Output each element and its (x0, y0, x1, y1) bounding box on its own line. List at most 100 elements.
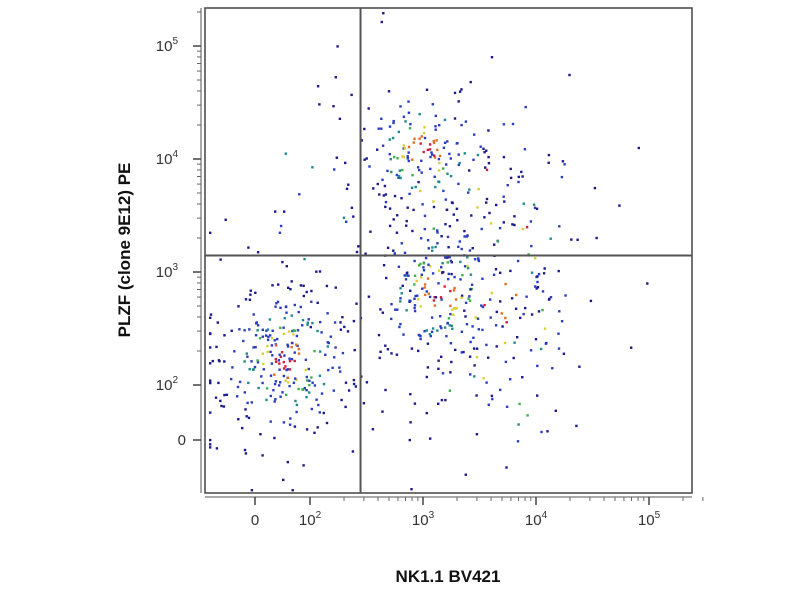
event-point (516, 259, 520, 263)
event-point (440, 355, 443, 358)
event-point (351, 450, 355, 453)
event-point (453, 307, 456, 310)
event-point (468, 169, 471, 172)
event-point (484, 166, 487, 169)
event-point (485, 201, 488, 204)
event-point (589, 299, 593, 303)
event-point (398, 325, 401, 329)
event-point (274, 398, 277, 401)
event-point (558, 310, 561, 313)
event-point (270, 336, 274, 340)
event-point (364, 252, 367, 255)
event-point (463, 235, 466, 238)
x-axis-label: NK1.1 BV421 (396, 567, 501, 586)
event-point (233, 350, 236, 353)
event-point (279, 355, 283, 358)
event-point (247, 381, 250, 385)
event-point (388, 125, 392, 128)
event-point (407, 145, 411, 149)
event-point (464, 301, 468, 304)
event-point (336, 45, 339, 48)
event-point (278, 362, 281, 365)
event-point (268, 318, 272, 321)
event-point (446, 140, 449, 143)
event-point (408, 438, 411, 442)
event-point (449, 289, 452, 293)
event-point (428, 295, 432, 299)
event-point (428, 333, 432, 336)
event-point (570, 238, 573, 241)
event-point (274, 357, 277, 361)
event-point (282, 421, 286, 424)
event-point (360, 139, 363, 142)
event-point (252, 313, 255, 316)
event-point (432, 227, 435, 230)
event-point (418, 168, 421, 172)
event-point (421, 203, 424, 206)
event-point (305, 375, 308, 379)
event-point (447, 272, 450, 276)
event-point (266, 338, 270, 342)
event-point (469, 273, 473, 276)
event-point (458, 240, 461, 243)
event-point (257, 386, 260, 390)
event-point (265, 398, 268, 402)
event-point (384, 200, 388, 204)
event-point (443, 141, 447, 144)
event-point (400, 242, 403, 245)
event-point (244, 452, 248, 455)
event-point (537, 310, 541, 313)
event-point (326, 345, 329, 348)
event-point (448, 225, 452, 228)
event-point (251, 368, 255, 371)
event-point (426, 277, 430, 280)
event-point (313, 384, 317, 387)
event-point (209, 316, 212, 319)
event-point (521, 227, 525, 231)
event-point (413, 306, 416, 310)
event-point (406, 206, 409, 209)
event-point (442, 189, 445, 193)
event-point (453, 91, 457, 95)
event-point (339, 370, 342, 373)
event-point (381, 178, 384, 181)
event-point (245, 352, 248, 355)
event-point (266, 328, 270, 331)
event-point (540, 430, 543, 434)
event-point (382, 194, 385, 197)
event-point (430, 330, 434, 334)
event-point (379, 350, 382, 353)
event-point (502, 155, 506, 159)
event-point (398, 169, 401, 172)
event-point (399, 176, 402, 180)
event-point (463, 229, 466, 233)
event-point (494, 268, 498, 271)
event-point (487, 155, 490, 159)
event-point (423, 136, 427, 140)
event-point (541, 308, 544, 312)
event-point (413, 402, 417, 405)
event-point (445, 163, 448, 166)
event-point (449, 174, 453, 178)
event-point (399, 105, 402, 108)
event-point (255, 322, 258, 325)
event-point (293, 425, 297, 428)
event-point (311, 166, 314, 169)
event-point (438, 154, 442, 158)
event-point (536, 275, 539, 278)
event-point (419, 337, 422, 341)
event-point (568, 73, 571, 77)
event-point (455, 207, 459, 210)
event-point (390, 352, 393, 355)
event-point (352, 382, 356, 386)
event-point (297, 347, 301, 351)
event-point (273, 339, 276, 342)
event-point (518, 402, 521, 406)
event-point (293, 359, 296, 363)
event-point (511, 122, 515, 126)
event-point (261, 335, 264, 338)
event-point (315, 270, 318, 273)
event-point (377, 127, 380, 130)
event-point (215, 345, 218, 349)
event-point (409, 289, 412, 292)
